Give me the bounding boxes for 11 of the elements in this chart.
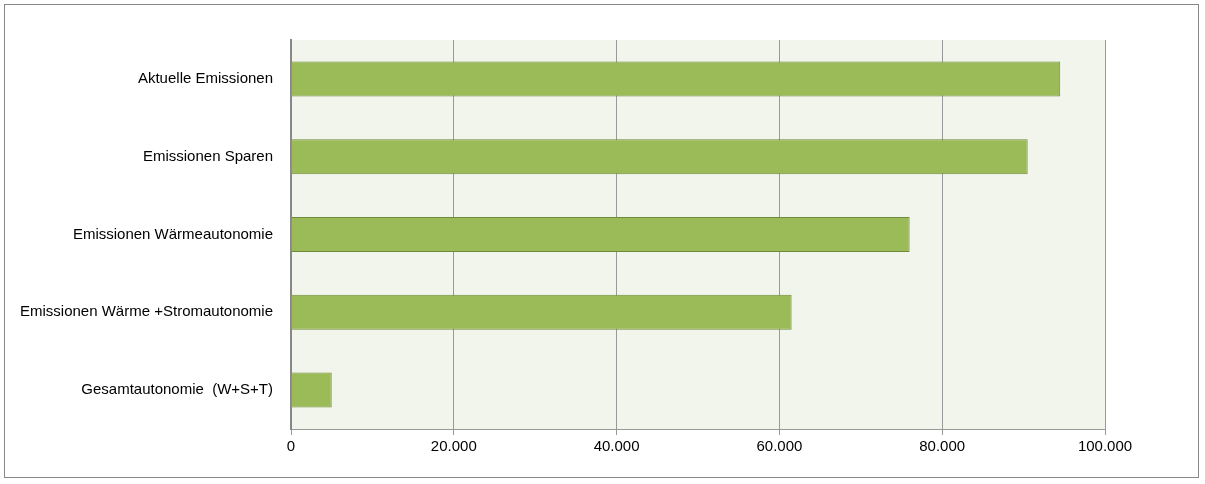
- y-tick-label: Emissionen Sparen: [142, 146, 274, 164]
- y-tick-label: Aktuelle Emissionen: [137, 69, 274, 87]
- y-tick-label: Emissionen Wärmeautonomie: [72, 224, 274, 242]
- x-tick-label: 0: [286, 437, 296, 455]
- y-tick-label: Gesamtautonomie (W+S+T): [81, 380, 274, 398]
- x-tick-label: 40.000: [593, 437, 640, 455]
- x-tick-label: 80.000: [919, 437, 966, 455]
- x-tick-label: 20.000: [430, 437, 477, 455]
- y-tick-label: Emissionen Wärme +Stromautonomie: [20, 302, 274, 320]
- x-tick-label: 60.000: [756, 437, 803, 455]
- x-tick-label: 100.000: [1077, 437, 1133, 455]
